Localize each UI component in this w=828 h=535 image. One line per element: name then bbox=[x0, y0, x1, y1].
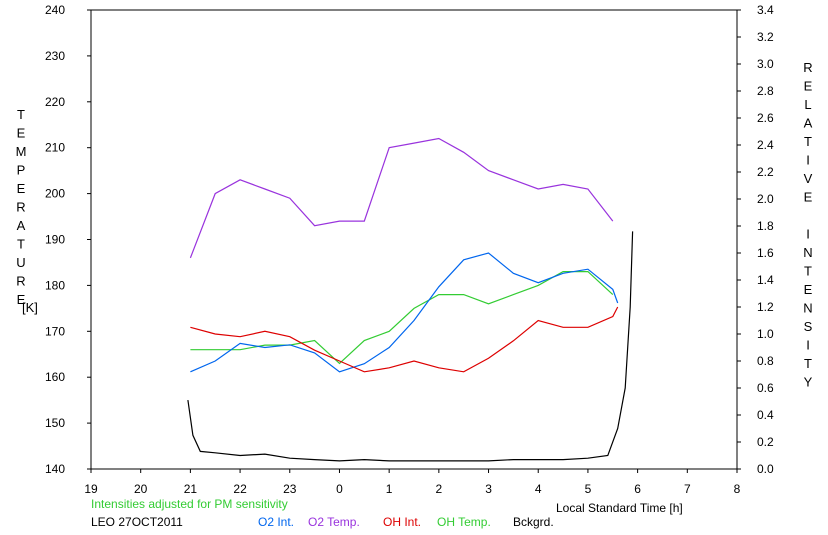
right-axis-letter: T bbox=[804, 134, 812, 149]
right-tick-label: 2.6 bbox=[757, 111, 774, 125]
right-tick-label: 3.0 bbox=[757, 57, 774, 71]
left-axis-letter: R bbox=[16, 274, 25, 289]
legend-o2-int: O2 Int. bbox=[258, 515, 294, 529]
left-tick-label: 210 bbox=[45, 141, 65, 155]
right-axis-letter: Y bbox=[804, 375, 813, 390]
x-tick-label: 23 bbox=[283, 482, 297, 496]
x-tick-label: 19 bbox=[84, 482, 98, 496]
left-tick-label: 200 bbox=[45, 187, 65, 201]
left-tick-label: 190 bbox=[45, 233, 65, 247]
right-axis-letter: T bbox=[804, 356, 812, 371]
left-axis-ticks: 140 150 160 170 180 190 200 210 220 230 240 bbox=[45, 3, 91, 476]
x-tick-label: 3 bbox=[485, 482, 492, 496]
left-axis-letter: P bbox=[17, 163, 26, 178]
legend-oh-temp: OH Temp. bbox=[437, 515, 491, 529]
x-tick-label: 6 bbox=[634, 482, 641, 496]
left-axis-unit: [K] bbox=[22, 300, 38, 315]
left-tick-label: 150 bbox=[45, 416, 65, 430]
right-tick-label: 1.4 bbox=[757, 273, 774, 287]
right-tick-label: 1.2 bbox=[757, 300, 774, 314]
note-text: Intensities adjusted for PM sensitivity bbox=[91, 497, 288, 511]
x-tick-label: 5 bbox=[585, 482, 592, 496]
right-tick-label: 2.2 bbox=[757, 165, 774, 179]
right-axis-letter: V bbox=[804, 171, 813, 186]
right-axis-letter: I bbox=[806, 227, 810, 242]
left-tick-label: 170 bbox=[45, 324, 65, 338]
left-tick-label: 230 bbox=[45, 49, 65, 63]
right-axis-letter: N bbox=[803, 301, 812, 316]
right-tick-label: 0.4 bbox=[757, 408, 774, 422]
series-line-oh-int bbox=[190, 306, 619, 373]
x-tick-label: 2 bbox=[436, 482, 443, 496]
series-line-o2-temp bbox=[189, 137, 614, 259]
x-tick-label: 20 bbox=[134, 482, 148, 496]
left-axis-letter: T bbox=[17, 237, 25, 252]
right-axis-letter: E bbox=[804, 190, 813, 205]
legend-o2-temp: O2 Temp. bbox=[308, 515, 360, 529]
right-tick-label: 1.0 bbox=[757, 327, 774, 341]
left-axis-letter: E bbox=[17, 292, 26, 307]
right-tick-label: 3.2 bbox=[757, 30, 774, 44]
series-line-bckgrd bbox=[187, 231, 634, 462]
right-tick-label: 2.8 bbox=[757, 84, 774, 98]
left-axis-letter: A bbox=[17, 218, 26, 233]
right-axis-letter: S bbox=[804, 319, 813, 334]
x-tick-label: 1 bbox=[386, 482, 393, 496]
left-axis-letter: R bbox=[16, 200, 25, 215]
left-axis-letter: E bbox=[17, 181, 26, 196]
right-tick-label: 1.8 bbox=[757, 219, 774, 233]
right-axis-letter: A bbox=[804, 116, 813, 131]
left-tick-label: 240 bbox=[45, 3, 65, 17]
series-layer bbox=[187, 137, 634, 462]
left-tick-label: 140 bbox=[45, 462, 65, 476]
left-axis-letter: T bbox=[17, 107, 25, 122]
x-tick-label: 0 bbox=[336, 482, 343, 496]
right-tick-label: 3.4 bbox=[757, 3, 774, 17]
x-tick-label: 22 bbox=[233, 482, 247, 496]
right-tick-label: 1.6 bbox=[757, 246, 774, 260]
x-axis-label: Local Standard Time [h] bbox=[556, 501, 683, 515]
right-tick-label: 2.0 bbox=[757, 192, 774, 206]
x-tick-label: 7 bbox=[684, 482, 691, 496]
right-axis-letter: I bbox=[806, 338, 810, 353]
station-text: LEO 27OCT2011 bbox=[91, 515, 183, 529]
legend-bckgrd: Bckgrd. bbox=[513, 515, 554, 529]
right-axis-letter: R bbox=[803, 60, 812, 75]
x-tick-label: 4 bbox=[535, 482, 542, 496]
right-axis-ticks: 0.0 0.2 0.4 0.6 0.8 1.0 1.2 1.4 1.6 1.8 2.0 2.2 2.4 2… bbox=[737, 3, 774, 476]
right-axis-letter: N bbox=[803, 245, 812, 260]
right-tick-label: 0.8 bbox=[757, 354, 774, 368]
x-axis-ticks: 19 20 21 22 23 0 1 2 3 4 5 6 7 8 bbox=[84, 469, 741, 496]
left-tick-label: 160 bbox=[45, 370, 65, 384]
series-line-o2-int bbox=[190, 252, 619, 373]
x-tick-label: 21 bbox=[184, 482, 198, 496]
right-axis-letter: E bbox=[804, 79, 813, 94]
left-axis-letter: E bbox=[17, 126, 26, 141]
x-tick-label: 8 bbox=[734, 482, 741, 496]
right-axis-letter: I bbox=[806, 153, 810, 168]
right-tick-label: 0.6 bbox=[757, 381, 774, 395]
left-axis-letter: U bbox=[16, 255, 25, 270]
right-tick-label: 0.0 bbox=[757, 462, 774, 476]
left-axis-letter: M bbox=[16, 144, 27, 159]
right-axis-letter: L bbox=[804, 97, 811, 112]
right-tick-label: 0.2 bbox=[757, 435, 774, 449]
legend-oh-int: OH Int. bbox=[383, 515, 421, 529]
right-axis-letter: T bbox=[804, 264, 812, 279]
left-tick-label: 220 bbox=[45, 95, 65, 109]
right-axis-letter: E bbox=[804, 282, 813, 297]
series-line-oh-temp bbox=[190, 271, 614, 365]
left-tick-label: 180 bbox=[45, 278, 65, 292]
right-tick-label: 2.4 bbox=[757, 138, 774, 152]
